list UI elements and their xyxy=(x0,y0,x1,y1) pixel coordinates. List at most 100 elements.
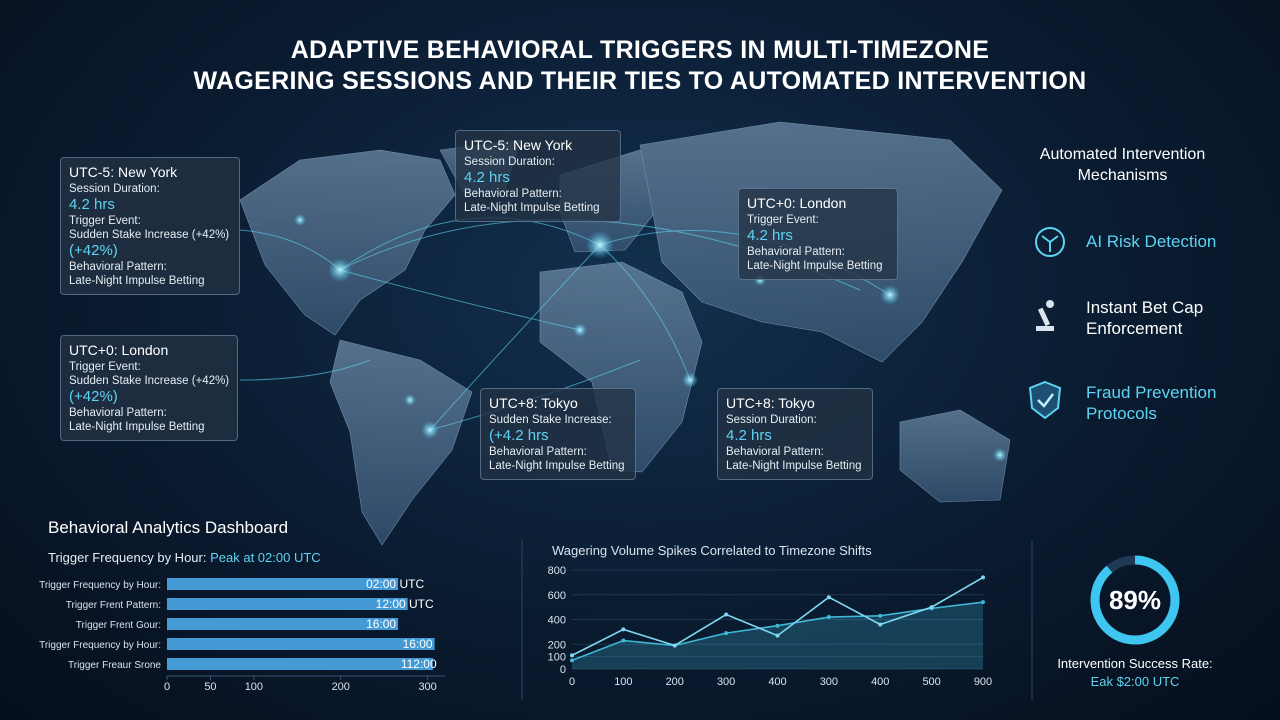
x-tick-label: 100 xyxy=(614,676,632,688)
panel-title: UTC-5: New York xyxy=(69,164,178,180)
bar-end-label: 16:00 xyxy=(403,637,433,651)
y-tick-label: 100 xyxy=(548,652,566,664)
x-tick-label: 400 xyxy=(871,676,889,688)
ai-icon xyxy=(1035,227,1065,257)
y-tick-label: Trigger Frent Pattern: xyxy=(66,600,161,611)
bar xyxy=(167,578,399,590)
bar-end-label: 112:00 xyxy=(401,657,437,671)
donut-value: 89% xyxy=(1109,585,1161,615)
panel-line: Behavioral Pattern: xyxy=(69,261,167,273)
mechanism-line: Protocols xyxy=(1086,404,1157,423)
y-tick-label: Trigger Frequency by Hour: xyxy=(39,640,161,651)
title-line: WAGERING SESSIONS AND THEIR TIES TO AUTO… xyxy=(193,67,1087,95)
subtitle-highlight: Peak at 02:00 UTC xyxy=(210,550,321,565)
y-tick-label: Trigger Frequency by Hour: xyxy=(39,580,161,591)
panel-line: Sudden Stake Increase (+42%) xyxy=(69,375,230,387)
panel-line: Sudden Stake Increase (+42%) xyxy=(69,229,230,241)
point xyxy=(724,631,729,636)
point xyxy=(724,612,729,617)
panel-line: Behavioral Pattern: xyxy=(489,446,587,458)
bar-end-label: 02:00 UTC xyxy=(366,577,424,591)
info-panel: UTC+0: London Trigger Event: 4.2 hrs Behavi… xyxy=(738,188,898,280)
point xyxy=(981,600,985,605)
panel-line: Behavioral Pattern: xyxy=(726,446,824,458)
mechanism: Instant Bet Cap Enforcement xyxy=(1086,297,1203,339)
mechanism-line: Enforcement xyxy=(1086,319,1183,338)
x-tick-label: 300 xyxy=(418,681,436,693)
panel-line: Behavioral Pattern: xyxy=(69,407,167,419)
bar xyxy=(167,618,399,630)
mechanism-line: Instant Bet Cap xyxy=(1086,298,1204,317)
point xyxy=(621,638,626,643)
panel-line: 4.2 hrs xyxy=(726,427,772,444)
panel-line: Late-Night Impulse Betting xyxy=(69,275,205,287)
donut-sublabel: Eak $2:00 UTC xyxy=(1091,674,1180,689)
robot-arm-icon xyxy=(1036,300,1054,331)
panel-line: 4.2 hrs xyxy=(69,196,115,213)
mechanism: AI Risk Detection xyxy=(1086,231,1216,252)
panel-line: Late-Night Impulse Betting xyxy=(69,421,205,433)
point xyxy=(878,622,883,627)
panel-line: (+42%) xyxy=(69,242,118,259)
mechanisms-title-line: Mechanisms xyxy=(1077,167,1168,184)
bar xyxy=(167,598,408,610)
point xyxy=(878,613,883,618)
title-line: ADAPTIVE BEHAVIORAL TRIGGERS IN MULTI-TI… xyxy=(290,36,990,64)
x-tick-label: 100 xyxy=(245,681,263,693)
info-panel: UTC-5: New York Session Duration: 4.2 hrs T… xyxy=(60,157,240,295)
subtitle-text: Trigger Frequency by Hour: xyxy=(48,550,207,565)
x-tick-label: 300 xyxy=(717,676,735,688)
shield-icon xyxy=(1028,380,1062,420)
panel-line: (+4.2 hrs xyxy=(489,427,549,444)
chart-title: Wagering Volume Spikes Correlated to Tim… xyxy=(552,543,872,558)
point xyxy=(672,643,677,648)
x-tick-label: 300 xyxy=(820,676,838,688)
panel-line: Sudden Stake Increase: xyxy=(489,414,612,426)
panel-line: Late-Night Impulse Betting xyxy=(747,260,883,272)
point xyxy=(981,575,985,580)
mechanisms-title: Automated Intervention Mechanisms xyxy=(1010,144,1235,186)
panel-title: UTC+0: London xyxy=(69,342,169,358)
panel-line: Behavioral Pattern: xyxy=(747,246,845,258)
panel-line: (+42%) xyxy=(69,388,118,405)
x-tick-label: 900 xyxy=(974,676,992,688)
panel-line: 4.2 hrs xyxy=(747,227,793,244)
x-tick-label: 200 xyxy=(666,676,684,688)
dashboard-subtitle: Trigger Frequency by Hour: Peak at 02:00… xyxy=(48,550,321,565)
point xyxy=(826,595,831,600)
info-panel: UTC+8: Tokyo Session Duration: 4.2 hrs Beha… xyxy=(717,388,873,480)
point xyxy=(775,633,780,638)
bar-end-label: 16:00 xyxy=(366,617,396,631)
y-tick-label: 0 xyxy=(560,664,566,676)
y-tick-label: Trigger Freaur Srone xyxy=(68,660,161,671)
point xyxy=(826,615,831,620)
donut-arc xyxy=(1090,555,1180,645)
y-tick-label: 800 xyxy=(548,565,566,577)
point xyxy=(621,627,626,632)
panel-line: 4.2 hrs xyxy=(464,169,510,186)
panel-line: Trigger Event: xyxy=(747,214,819,226)
panel-line: Late-Night Impulse Betting xyxy=(464,202,600,214)
x-tick-label: 50 xyxy=(204,681,216,693)
x-tick-label: 0 xyxy=(164,681,170,693)
y-tick-label: 400 xyxy=(548,615,566,627)
y-tick-label: 600 xyxy=(548,590,566,602)
panel-line: Trigger Event: xyxy=(69,361,141,373)
panel-line: Late-Night Impulse Betting xyxy=(726,460,862,472)
point xyxy=(929,605,934,610)
info-panel: UTC+8: Tokyo Sudden Stake Increase: (+4.2 … xyxy=(480,388,636,480)
x-tick-label: 500 xyxy=(922,676,940,688)
x-tick-label: 400 xyxy=(768,676,786,688)
point xyxy=(570,653,574,658)
bar xyxy=(167,638,435,650)
panel-line: Session Duration: xyxy=(464,156,555,168)
panel-line: Late-Night Impulse Betting xyxy=(489,460,625,472)
point xyxy=(570,658,574,663)
x-tick-label: 200 xyxy=(332,681,350,693)
panel-title: UTC-5: New York xyxy=(464,137,573,153)
bar xyxy=(167,658,433,670)
panel-title: UTC+8: Tokyo xyxy=(489,395,578,411)
donut-label: Intervention Success Rate: xyxy=(1057,656,1212,671)
panel-line: Session Duration: xyxy=(726,414,817,426)
